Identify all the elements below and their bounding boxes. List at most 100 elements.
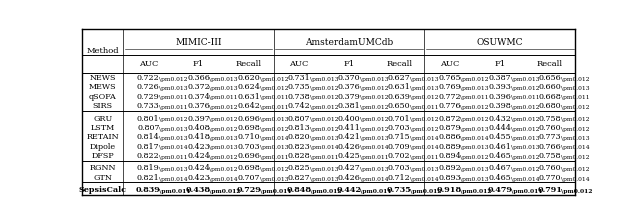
Text: 0.455: 0.455 [488, 133, 511, 141]
Text: MEWS: MEWS [89, 83, 116, 91]
Text: \pm0.011: \pm0.011 [159, 95, 188, 101]
Text: 0.848: 0.848 [287, 186, 311, 194]
Text: 0.733: 0.733 [137, 102, 159, 110]
Text: \pm0.013: \pm0.013 [260, 117, 288, 122]
Text: 0.738: 0.738 [287, 93, 310, 101]
Text: 0.712: 0.712 [388, 174, 411, 182]
Text: \pm0.012: \pm0.012 [561, 117, 589, 122]
Text: 0.731: 0.731 [287, 74, 310, 82]
Text: \pm0.013: \pm0.013 [360, 136, 388, 141]
Text: \pm0.012: \pm0.012 [460, 155, 489, 160]
Text: \pm0.014: \pm0.014 [360, 177, 388, 182]
Text: \pm0.012: \pm0.012 [360, 95, 388, 101]
Text: \pm0.013: \pm0.013 [460, 177, 489, 182]
Text: 0.465: 0.465 [488, 174, 511, 182]
Text: \pm0.011: \pm0.011 [511, 189, 542, 194]
Text: 0.425: 0.425 [338, 152, 360, 160]
Text: 0.886: 0.886 [438, 133, 461, 141]
Text: 0.807: 0.807 [137, 124, 159, 132]
Text: 0.801: 0.801 [137, 115, 159, 123]
Text: \pm0.013: \pm0.013 [511, 136, 540, 141]
Text: \pm0.013: \pm0.013 [511, 77, 540, 82]
Text: \pm0.012: \pm0.012 [310, 95, 339, 101]
Text: \pm0.013: \pm0.013 [209, 77, 238, 82]
Text: SIRS: SIRS [93, 102, 113, 110]
Text: \pm0.014: \pm0.014 [260, 136, 288, 141]
Text: \pm0.014: \pm0.014 [410, 136, 439, 141]
Text: \pm0.012: \pm0.012 [310, 86, 339, 91]
Text: 0.735: 0.735 [387, 186, 412, 194]
Text: \pm0.012: \pm0.012 [460, 117, 489, 122]
Text: \pm0.012: \pm0.012 [561, 77, 589, 82]
Text: \pm0.012: \pm0.012 [511, 155, 539, 160]
Text: 0.396: 0.396 [488, 93, 511, 101]
Text: \pm0.012: \pm0.012 [511, 167, 539, 172]
Text: 0.467: 0.467 [488, 165, 511, 172]
Text: 0.639: 0.639 [388, 93, 411, 101]
Text: 0.822: 0.822 [137, 152, 159, 160]
Text: 0.376: 0.376 [187, 102, 210, 110]
Text: \pm0.014: \pm0.014 [209, 177, 238, 182]
Text: 0.479: 0.479 [487, 186, 512, 194]
Text: \pm0.012: \pm0.012 [561, 105, 589, 110]
Text: 0.376: 0.376 [338, 83, 360, 91]
Text: \pm0.013: \pm0.013 [360, 77, 388, 82]
Text: \pm0.013: \pm0.013 [310, 136, 339, 141]
Text: 0.698: 0.698 [237, 124, 260, 132]
Text: 0.825: 0.825 [287, 165, 310, 172]
Text: 0.729: 0.729 [137, 93, 159, 101]
Text: 0.776: 0.776 [438, 102, 461, 110]
Text: 0.427: 0.427 [338, 165, 360, 172]
Text: \pm0.013: \pm0.013 [460, 86, 489, 91]
Text: 0.631: 0.631 [388, 83, 411, 91]
Text: 0.426: 0.426 [338, 143, 360, 151]
Text: \pm0.012: \pm0.012 [310, 127, 339, 132]
Text: 0.821: 0.821 [137, 174, 159, 182]
Text: 0.770: 0.770 [539, 174, 561, 182]
Text: \pm0.011: \pm0.011 [260, 155, 288, 160]
Text: \pm0.013: \pm0.013 [410, 167, 439, 172]
Text: 0.715: 0.715 [388, 133, 411, 141]
Text: \pm0.012: \pm0.012 [209, 127, 238, 132]
Text: 0.424: 0.424 [187, 165, 210, 172]
Text: 0.631: 0.631 [237, 93, 260, 101]
Text: \pm0.012: \pm0.012 [410, 117, 438, 122]
Text: \pm0.013: \pm0.013 [159, 127, 188, 132]
Text: 0.758: 0.758 [539, 115, 561, 123]
Text: 0.442: 0.442 [337, 186, 362, 194]
Text: 0.813: 0.813 [287, 124, 310, 132]
Text: F1: F1 [494, 60, 506, 68]
Text: 0.807: 0.807 [287, 115, 310, 123]
Text: 0.370: 0.370 [338, 74, 360, 82]
Text: \pm0.013: \pm0.013 [310, 177, 339, 182]
Text: \pm0.012: \pm0.012 [209, 155, 238, 160]
Text: 0.444: 0.444 [488, 124, 511, 132]
Text: \pm0.013: \pm0.013 [260, 177, 288, 182]
Text: \pm0.012: \pm0.012 [260, 77, 288, 82]
Text: 0.703: 0.703 [237, 143, 260, 151]
Text: 0.703: 0.703 [388, 165, 411, 172]
Text: 0.408: 0.408 [187, 124, 210, 132]
Text: \pm0.011: \pm0.011 [159, 105, 188, 110]
Text: \pm0.011: \pm0.011 [159, 155, 188, 160]
Text: 0.374: 0.374 [187, 93, 210, 101]
Text: 0.366: 0.366 [187, 74, 210, 82]
Text: GTN: GTN [93, 174, 112, 182]
Text: 0.379: 0.379 [338, 93, 360, 101]
Text: 0.461: 0.461 [488, 143, 511, 151]
Text: 0.387: 0.387 [488, 74, 511, 82]
Text: \pm0.014: \pm0.014 [159, 145, 188, 150]
Text: \pm0.013: \pm0.013 [460, 145, 489, 150]
Text: 0.735: 0.735 [287, 83, 310, 91]
Text: \pm0.012: \pm0.012 [511, 127, 539, 132]
Text: \pm0.012: \pm0.012 [561, 167, 589, 172]
Text: 0.814: 0.814 [137, 133, 159, 141]
Text: \pm0.012: \pm0.012 [410, 189, 442, 194]
Text: \pm0.014: \pm0.014 [159, 177, 188, 182]
Text: \pm0.014: \pm0.014 [310, 145, 339, 150]
Text: 0.423: 0.423 [187, 174, 210, 182]
Text: \pm0.011: \pm0.011 [260, 105, 288, 110]
Text: 0.696: 0.696 [237, 115, 260, 123]
Text: 0.710: 0.710 [237, 133, 260, 141]
Text: \pm0.013: \pm0.013 [209, 86, 238, 91]
